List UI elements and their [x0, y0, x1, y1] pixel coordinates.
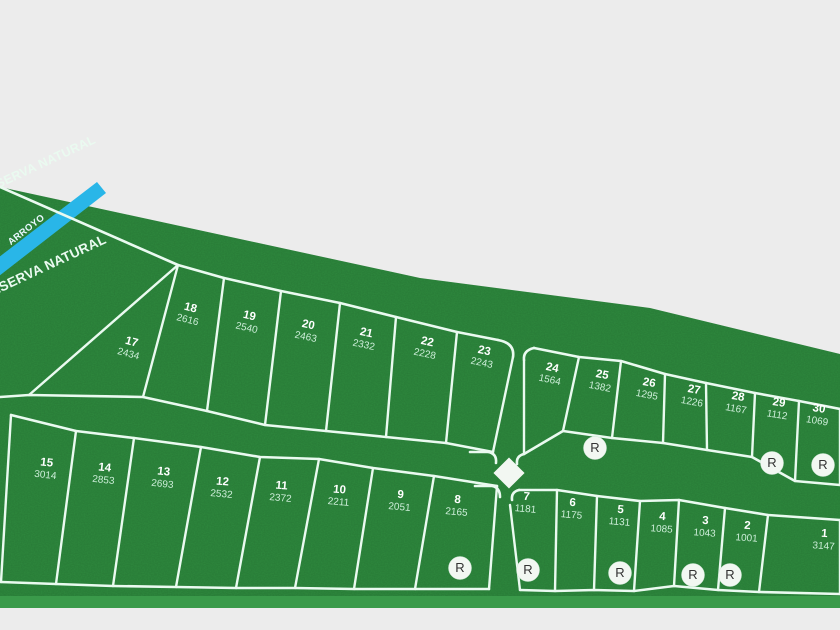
svg-text:R: R [818, 457, 827, 472]
svg-text:12: 12 [216, 475, 230, 488]
svg-text:2211: 2211 [327, 496, 350, 509]
svg-text:2051: 2051 [388, 501, 412, 514]
svg-text:10: 10 [333, 483, 347, 496]
svg-text:6: 6 [569, 497, 576, 510]
svg-text:13: 13 [157, 465, 171, 478]
svg-text:R: R [688, 567, 697, 582]
svg-text:R: R [767, 455, 776, 470]
svg-text:R: R [615, 565, 624, 580]
svg-text:30: 30 [812, 402, 827, 416]
svg-text:R: R [725, 567, 734, 582]
svg-text:RESERVA NATURAL: RESERVA NATURAL [0, 133, 98, 199]
svg-text:2532: 2532 [210, 488, 234, 501]
svg-text:26: 26 [642, 376, 657, 390]
svg-text:29: 29 [772, 396, 787, 410]
svg-text:1181: 1181 [514, 503, 537, 516]
svg-text:R: R [455, 560, 464, 575]
svg-text:3147: 3147 [812, 540, 835, 553]
svg-text:1175: 1175 [560, 509, 583, 522]
svg-text:3: 3 [702, 515, 709, 527]
svg-text:9: 9 [397, 489, 404, 502]
svg-text:7: 7 [523, 491, 530, 504]
svg-text:1131: 1131 [608, 516, 631, 529]
svg-text:1085: 1085 [650, 523, 673, 536]
svg-text:R: R [590, 440, 599, 455]
svg-text:11: 11 [275, 480, 289, 493]
svg-text:27: 27 [687, 383, 702, 397]
svg-text:15: 15 [40, 456, 55, 469]
svg-text:R: R [523, 562, 532, 577]
svg-text:14: 14 [98, 461, 113, 474]
svg-text:1001: 1001 [735, 532, 758, 545]
svg-text:2: 2 [744, 520, 751, 532]
svg-text:1043: 1043 [693, 527, 716, 540]
svg-text:2372: 2372 [269, 492, 293, 505]
svg-text:2165: 2165 [445, 506, 469, 519]
